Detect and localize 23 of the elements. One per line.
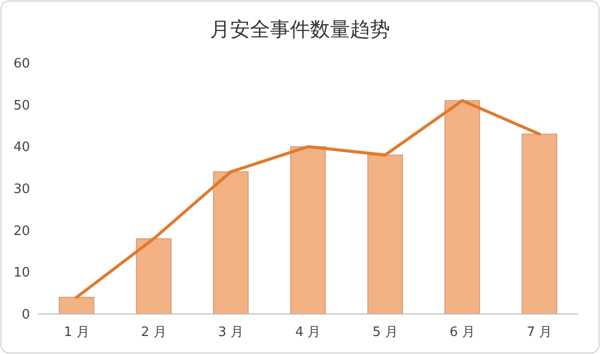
y-tick-label: 40 [13,140,30,156]
bar [213,171,249,314]
bar [367,154,403,314]
x-tick-label: 4 月 [295,325,321,340]
line-series [75,99,541,299]
y-tick-label: 60 [13,56,30,72]
x-tick-label: 5 月 [372,325,398,340]
x-tick-label: 7 月 [526,325,552,340]
y-tick-label: 50 [13,98,30,114]
bar [522,134,558,314]
x-tick-label: 3 月 [218,325,244,340]
x-tick-label: 6 月 [450,325,475,340]
bar [290,146,326,314]
x-tick-label: 2 月 [141,325,166,340]
chart-title: 月安全事件数量趋势 [210,17,390,41]
y-tick-label: 0 [22,308,30,323]
bar [444,100,480,314]
x-tick-label: 1 月 [64,325,90,340]
bar [136,238,172,314]
bar [58,296,94,314]
y-tick-label: 20 [13,224,30,239]
y-tick-label: 30 [13,182,30,198]
y-tick-label: 10 [13,266,30,281]
